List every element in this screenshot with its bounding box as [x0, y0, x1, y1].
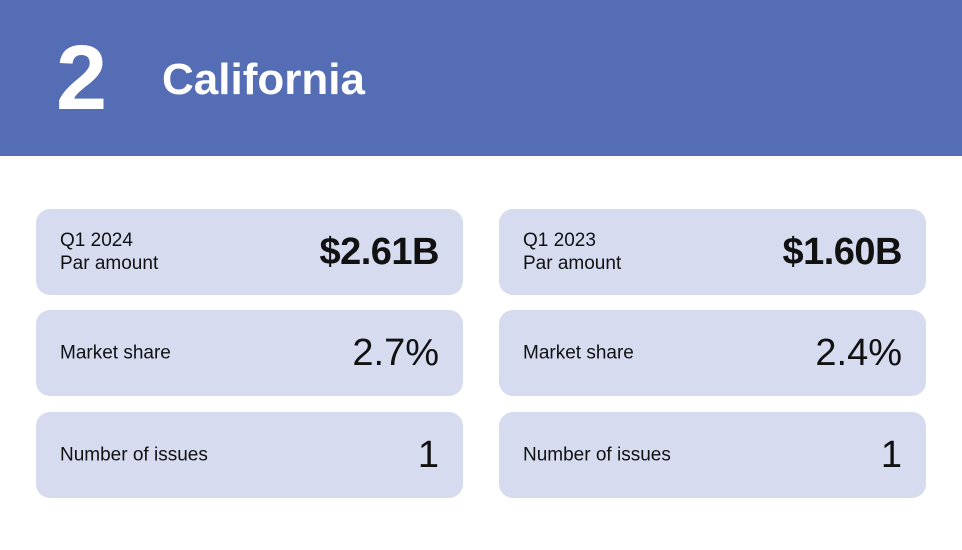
issues-value: 1 — [417, 434, 439, 476]
issues-card-q1-2023: Number of issues 1 — [499, 412, 926, 498]
rank-number: 2 — [56, 27, 107, 129]
issues-label: Number of issues — [523, 444, 671, 466]
par-label: Par amount — [523, 253, 622, 274]
par-amount-card-q1-2024: Q1 2024 Par amount $2.61B — [36, 209, 463, 295]
par-amount-value: $2.61B — [319, 231, 439, 273]
par-amount-label: Q1 2024 Par amount — [60, 229, 158, 275]
issues-value: 1 — [880, 434, 902, 476]
state-name: California — [162, 55, 365, 104]
par-label: Par amount — [60, 253, 159, 274]
issues-label: Number of issues — [60, 444, 208, 466]
market-share-value: 2.7% — [352, 332, 439, 374]
period-label: Q1 2023 — [523, 230, 596, 251]
market-share-label: Market share — [523, 342, 634, 364]
par-amount-value: $1.60B — [782, 231, 902, 273]
issues-card-q1-2024: Number of issues 1 — [36, 412, 463, 498]
market-share-label: Market share — [60, 342, 171, 364]
market-share-card-q1-2023: Market share 2.4% — [499, 310, 926, 396]
market-share-value: 2.4% — [815, 332, 902, 374]
par-amount-label: Q1 2023 Par amount — [523, 229, 621, 275]
market-share-card-q1-2024: Market share 2.7% — [36, 310, 463, 396]
period-label: Q1 2024 — [60, 230, 133, 251]
par-amount-card-q1-2023: Q1 2023 Par amount $1.60B — [499, 209, 926, 295]
header-banner: 2 California — [0, 0, 962, 156]
